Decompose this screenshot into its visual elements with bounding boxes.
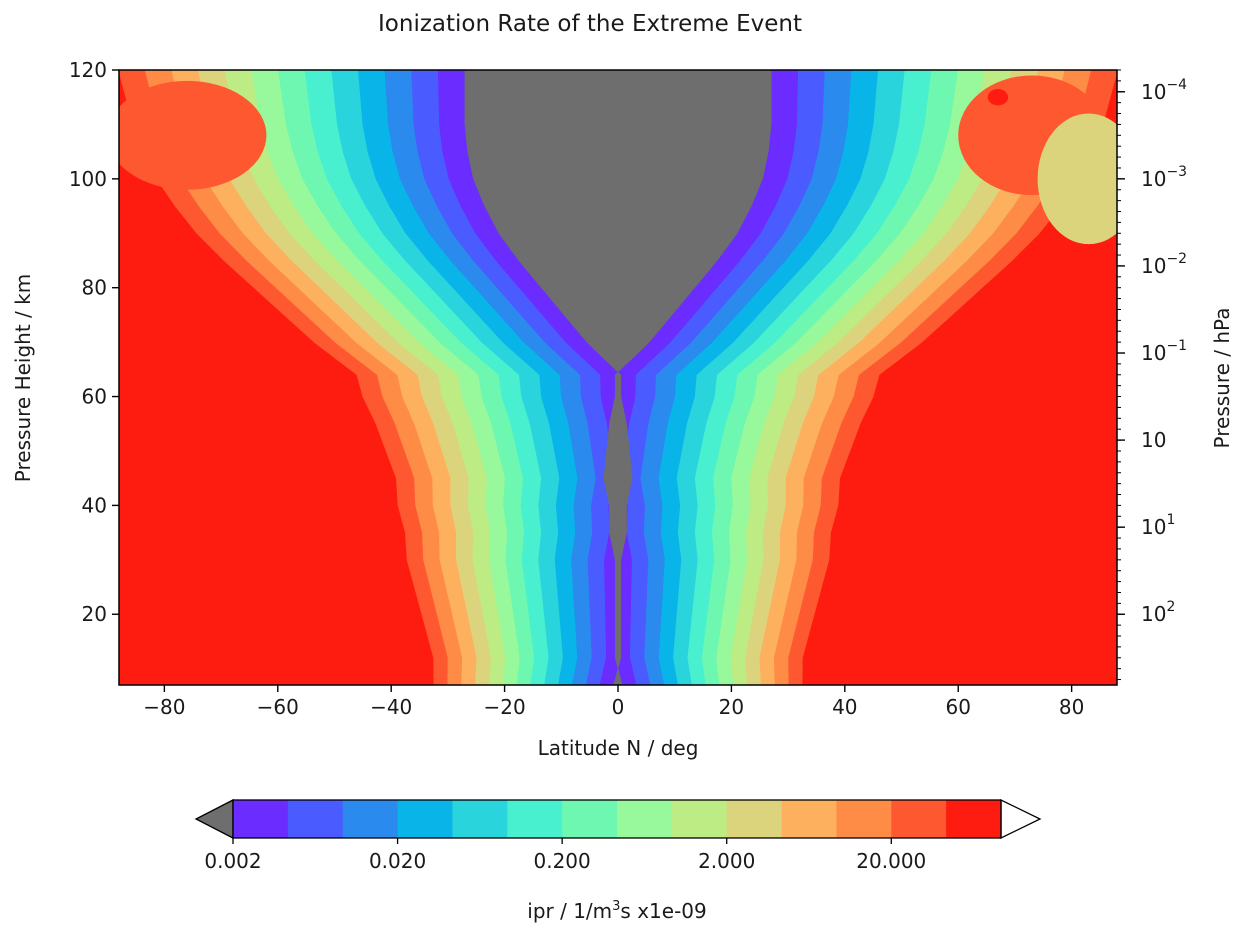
colorbar-swatch <box>287 800 344 838</box>
y2-axis: 10−4 10−3 10−2 10−1 10 101 102 <box>1117 69 1187 681</box>
y-tick-label: 100 <box>69 167 107 191</box>
colorbar-over-arrow <box>1000 798 1042 840</box>
contour-lobe-2 <box>119 80 267 190</box>
colorbar-label: ipr / 1/m3s x1e-09 <box>527 899 706 923</box>
y2-tick-label: 10−3 <box>1141 164 1187 191</box>
y2-axis-label: Pressure / hPa <box>1210 308 1234 449</box>
y2-tick-label: 10−1 <box>1141 338 1187 365</box>
colorbar-swatch <box>562 800 618 838</box>
y-axis-label: Pressure Height / km <box>11 274 35 482</box>
x-tick-label: −40 <box>370 695 412 719</box>
colorbar-swatch <box>891 800 947 838</box>
x-tick-label: −20 <box>483 695 525 719</box>
colorbar-tick-label: 0.002 <box>204 849 261 873</box>
colorbar-swatch <box>342 800 399 838</box>
colorbar-swatch <box>452 800 508 838</box>
x-axis: −80 −60 −40 −20 0 20 40 60 80 <box>143 685 1084 719</box>
chart-title: Ionization Rate of the Extreme Event <box>378 11 802 37</box>
y-tick-label: 120 <box>69 58 107 82</box>
contour-lobe-4 <box>1037 113 1117 245</box>
colorbar-swatch <box>617 800 673 838</box>
colorbar: 0.002 0.020 0.200 2.000 20.000 <box>194 798 1042 873</box>
colorbar-swatch <box>397 800 453 838</box>
colorbar-swatch <box>781 800 837 838</box>
plot-area <box>119 70 1117 685</box>
colorbar-tick-label: 0.200 <box>534 849 591 873</box>
colorbar-swatch <box>836 800 892 838</box>
x-tick-label: 60 <box>946 695 971 719</box>
colorbar-swatch <box>726 800 783 838</box>
y2-tick-label: 10−2 <box>1141 251 1187 278</box>
x-tick-label: 40 <box>832 695 857 719</box>
contour-band-under <box>464 70 772 685</box>
colorbar-under-arrow <box>194 798 234 840</box>
x-tick-label: −80 <box>143 695 185 719</box>
y-tick-label: 40 <box>82 493 107 517</box>
contour-lobe-5 <box>987 89 1009 106</box>
y-tick-label: 80 <box>82 276 107 300</box>
x-axis-label: Latitude N / deg <box>538 736 699 760</box>
y2-tick-label: 10 <box>1141 428 1166 452</box>
y-tick-label: 60 <box>82 385 107 409</box>
x-tick-label: 0 <box>612 695 625 719</box>
y2-tick-label: 101 <box>1141 512 1175 539</box>
x-tick-label: −60 <box>257 695 299 719</box>
y-tick-label: 20 <box>82 602 107 626</box>
y2-tick-label: 102 <box>1141 599 1175 626</box>
colorbar-swatch <box>946 800 1002 838</box>
y2-tick-label: 10−4 <box>1141 77 1187 104</box>
x-tick-label: 20 <box>719 695 744 719</box>
colorbar-tick-label: 2.000 <box>698 849 755 873</box>
colorbar-swatch <box>671 800 728 838</box>
colorbar-swatch <box>507 800 563 838</box>
colorbar-tick-label: 20.000 <box>856 849 926 873</box>
colorbar-swatch <box>233 800 289 838</box>
colorbar-tick-label: 0.020 <box>369 849 426 873</box>
y-axis: 20 40 60 80 100 120 <box>69 58 119 626</box>
contour-lobe-0 <box>119 331 222 658</box>
contour-lobe-1 <box>1014 331 1117 658</box>
colorbar-frame <box>232 799 1002 839</box>
x-tick-label: 80 <box>1059 695 1084 719</box>
